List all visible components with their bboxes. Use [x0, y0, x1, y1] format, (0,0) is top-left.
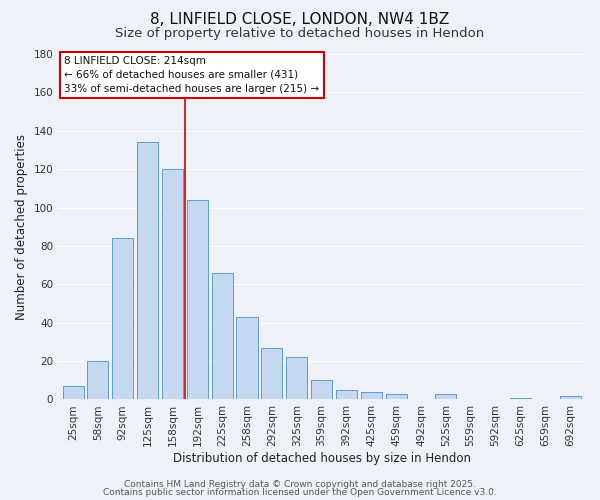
Text: 8 LINFIELD CLOSE: 214sqm
← 66% of detached houses are smaller (431)
33% of semi-: 8 LINFIELD CLOSE: 214sqm ← 66% of detach…: [64, 56, 320, 94]
Bar: [510, 398, 531, 400]
Bar: [187, 200, 208, 400]
Bar: [435, 394, 457, 400]
Bar: [286, 357, 307, 400]
Bar: [361, 392, 382, 400]
Bar: [386, 394, 407, 400]
Y-axis label: Number of detached properties: Number of detached properties: [15, 134, 28, 320]
Bar: [262, 348, 283, 400]
Bar: [236, 317, 257, 400]
Bar: [336, 390, 357, 400]
Text: Size of property relative to detached houses in Hendon: Size of property relative to detached ho…: [115, 28, 485, 40]
Text: Contains public sector information licensed under the Open Government Licence v3: Contains public sector information licen…: [103, 488, 497, 497]
Bar: [311, 380, 332, 400]
Bar: [88, 361, 109, 400]
Bar: [112, 238, 133, 400]
Bar: [560, 396, 581, 400]
Bar: [162, 169, 183, 400]
X-axis label: Distribution of detached houses by size in Hendon: Distribution of detached houses by size …: [173, 452, 470, 465]
Bar: [62, 386, 83, 400]
Bar: [137, 142, 158, 400]
Text: Contains HM Land Registry data © Crown copyright and database right 2025.: Contains HM Land Registry data © Crown c…: [124, 480, 476, 489]
Text: 8, LINFIELD CLOSE, LONDON, NW4 1BZ: 8, LINFIELD CLOSE, LONDON, NW4 1BZ: [151, 12, 449, 28]
Bar: [212, 273, 233, 400]
